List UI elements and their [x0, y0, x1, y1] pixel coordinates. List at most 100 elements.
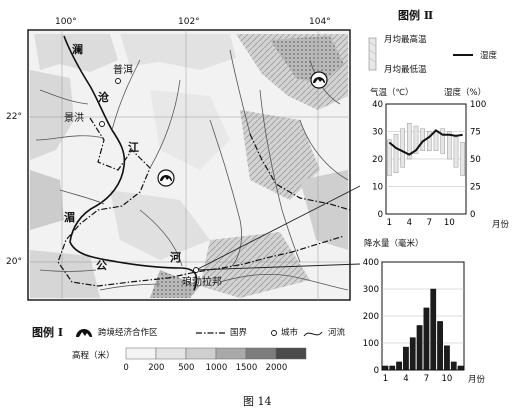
elevation-tick: 1500 — [235, 363, 258, 373]
climate-tick-x: 1 — [387, 218, 392, 228]
temp-range-bar — [413, 125, 419, 154]
precip-tick-y: 100 — [363, 339, 379, 349]
city-icon — [115, 78, 121, 84]
legend2-humidity-label: 湿度 — [480, 51, 498, 61]
terrain-shading — [30, 34, 348, 298]
cooperation-zone-icon — [310, 71, 328, 89]
legend1-title: 图例 Ⅰ — [32, 326, 63, 339]
lon-label-104: 104° — [309, 17, 331, 27]
elevation-swatch — [185, 347, 217, 360]
precip-bar — [409, 337, 416, 371]
precip-bar — [437, 321, 443, 371]
legend2-humidity-line-icon — [453, 54, 473, 56]
temp-range-bar — [400, 128, 405, 168]
legend1-graphics — [76, 329, 323, 337]
legend-label-city: 城市 — [281, 328, 299, 338]
climate-tick-x: 7 — [427, 218, 432, 228]
elevation-tick: 200 — [148, 363, 165, 373]
elevation-swatch — [125, 347, 157, 360]
precip-tick-y: 0 — [374, 366, 379, 376]
cooperation-zone-icon — [157, 169, 175, 187]
lat-label-22: 22° — [6, 112, 22, 122]
pointer-lines — [195, 185, 361, 271]
humidity-axis-title: 湿度（%） — [444, 88, 487, 98]
climate-chart: 0 10 20 30 40 0 25 50 75 100 1 4 7 10 — [372, 100, 486, 228]
temp-range-bar — [453, 136, 459, 168]
river-icon — [303, 331, 323, 337]
legend-label-cooperation-zone: 跨境经济合作区 — [98, 328, 158, 338]
elevation-swatch — [215, 347, 247, 360]
precip-bar — [403, 346, 409, 371]
precip-bar — [450, 361, 457, 371]
temp-axis-title: 气温（℃） — [370, 88, 414, 98]
legend-label-river: 河流 — [328, 328, 346, 338]
precip-bar — [396, 361, 402, 371]
temp-range-bar — [407, 123, 412, 160]
climate-tick-right: 75 — [470, 128, 481, 138]
precip-bar — [457, 365, 464, 371]
national-border-2 — [249, 133, 351, 211]
climate-tick-left: 30 — [372, 128, 383, 138]
precip-title: 降水量（毫米） — [364, 239, 424, 249]
climate-tick-left: 40 — [372, 100, 383, 110]
precip-bar — [416, 325, 423, 371]
lon-label-100: 100° — [55, 17, 77, 27]
elevation-label: 高程（米） — [72, 351, 115, 361]
lon-label-102: 102° — [178, 17, 200, 27]
precip-bar — [430, 288, 437, 371]
river-char-gong: 公 — [96, 259, 107, 272]
place-jinghong: 景洪 — [64, 113, 84, 124]
precip-tick-x: 1 — [383, 374, 388, 384]
river-char-mei: 湄 — [64, 211, 75, 224]
climate-tick-right: 25 — [470, 183, 481, 193]
legend2-bar-swatch — [368, 37, 377, 71]
climate-tick-left: 20 — [372, 155, 383, 165]
legend2-bar-bottom-label: 月均最低温 — [384, 65, 427, 75]
precip-bar — [382, 365, 389, 371]
temp-range-bar — [393, 134, 399, 173]
elevation-scale — [125, 347, 307, 360]
precip-bar — [444, 345, 450, 371]
climate-tick-left: 0 — [378, 210, 383, 220]
precip-bar — [389, 365, 396, 371]
elevation-swatch — [245, 347, 277, 360]
temp-range-bar — [440, 128, 445, 154]
precip-tick-y: 400 — [363, 258, 379, 268]
elevation-tick: 0 — [123, 363, 129, 373]
elevation-tick: 500 — [178, 363, 195, 373]
precip-tick-x: 10 — [442, 374, 453, 384]
river-char-jiang: 江 — [128, 141, 139, 154]
mekong-river — [63, 35, 198, 291]
temp-range-bar — [433, 131, 439, 151]
precip-tick-y: 200 — [363, 312, 379, 322]
elevation-tick: 1000 — [205, 363, 228, 373]
tributaries — [35, 49, 349, 291]
cooperation-zone-icon — [76, 329, 92, 337]
city-icon — [271, 330, 277, 336]
elevation-swatch — [155, 347, 187, 360]
river-char-cang: 沧 — [98, 91, 109, 104]
humidity-line — [388, 129, 463, 156]
temp-range-bar — [460, 142, 465, 176]
figure-caption: 图 14 — [243, 395, 272, 408]
temp-range-bar — [447, 131, 452, 160]
river-char-he: 河 — [170, 251, 181, 264]
climate-tick-right: 0 — [470, 210, 475, 220]
legend2-bar-top-label: 月均最高温 — [384, 35, 427, 45]
city-icon — [193, 267, 199, 273]
precip-tick-x: 4 — [403, 374, 408, 384]
temp-range-bar — [427, 131, 432, 151]
precip-tick-x: 7 — [424, 374, 429, 384]
precip-tick-y: 300 — [363, 285, 379, 295]
precip-bar — [423, 307, 430, 371]
legend-label-border: 国界 — [230, 328, 248, 338]
lat-label-20: 20° — [6, 257, 22, 267]
climate-tick-x: 4 — [407, 218, 412, 228]
river-char-lan: 澜 — [72, 43, 83, 56]
climate-tick-left: 10 — [372, 183, 383, 193]
precip-chart: 0 100 200 300 400 1 4 7 10 — [363, 258, 465, 384]
city-icon — [99, 121, 105, 127]
place-puer: 普洱 — [113, 65, 133, 76]
climate-tick-x: 10 — [444, 218, 455, 228]
